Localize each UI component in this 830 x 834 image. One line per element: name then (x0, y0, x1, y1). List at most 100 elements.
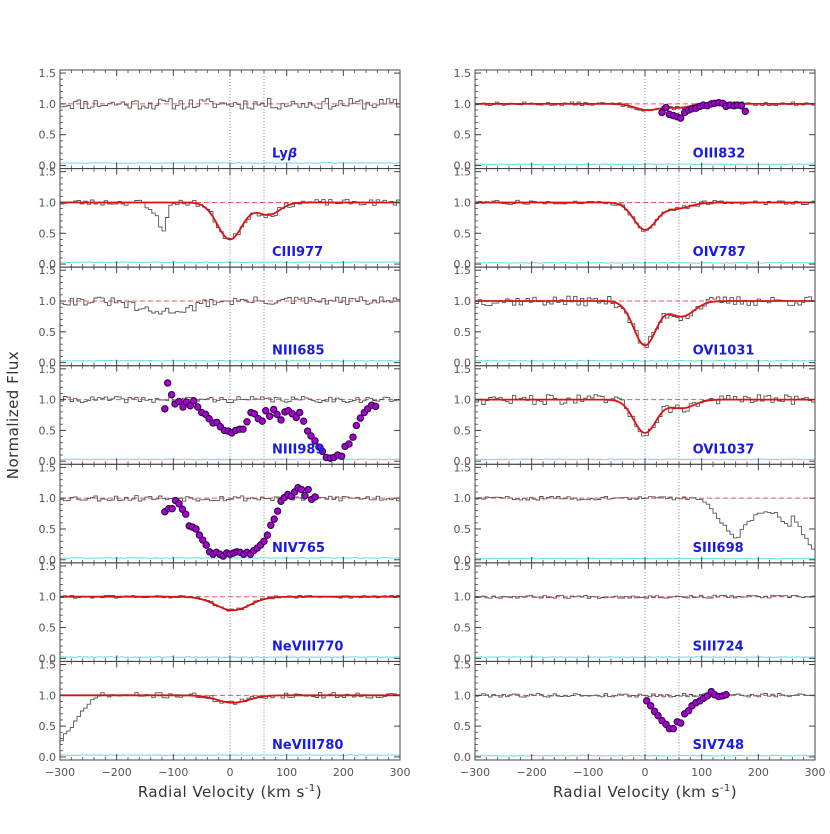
ion-label-siv748: SIV748 (693, 738, 744, 753)
panel-frame (59, 562, 401, 662)
fit-model-line (475, 103, 815, 111)
panel-plot-area (60, 70, 400, 169)
panel-lyb: 0.0 0.5 1.0 1.5 Lyβ (39, 67, 401, 172)
y-tick-label-0.5: 0.5 (454, 523, 472, 536)
ion-label-text: OIII832 (693, 147, 746, 162)
data-marker-40 (311, 437, 319, 445)
ion-label-neviii770: NeVIII770 (272, 639, 343, 654)
y-tick-label-1: 1.0 (39, 196, 57, 209)
y-tick-label-1.5: 1.5 (39, 560, 57, 573)
data-marker-10 (195, 531, 204, 539)
y-tick-label-1: 1.0 (39, 394, 57, 407)
panel-frame (474, 266, 816, 367)
panel-plot-area (475, 365, 815, 465)
flux-spectrum (60, 396, 400, 404)
data-marker-4 (175, 500, 183, 508)
ion-label-neviii780: NeVIII780 (272, 738, 343, 753)
y-tick-label-1.5: 1.5 (454, 560, 472, 573)
y-tick-label-0.5: 0.5 (39, 523, 57, 536)
ion-label-oiv787: OIV787 (693, 245, 746, 260)
y-tick-label-0.5: 0.5 (39, 227, 57, 240)
data-marker-28 (265, 412, 274, 420)
data-marker-9 (194, 403, 202, 411)
data-marker-37 (299, 417, 308, 425)
y-tick-label-0: 0.0 (454, 751, 472, 764)
data-marker-35 (292, 413, 300, 422)
y-tick-label-1.5: 1.5 (454, 166, 472, 179)
y-tick-label-1.5: 1.5 (39, 67, 57, 80)
fit-model-line (60, 201, 400, 241)
panel-frame (59, 463, 401, 564)
y-tick-label-1: 1.0 (39, 689, 57, 702)
data-marker-36 (296, 408, 304, 417)
y-tick-label-0.5: 0.5 (454, 424, 472, 437)
panel-frame (474, 69, 816, 170)
panels-layer: 0.0 0.5 1.0 1.5 Lyβ 0.0 0.5 1.0 1.5 CIII977 0.0 0.5… (39, 67, 826, 779)
panel-plot-area (60, 365, 400, 465)
flux-spectrum (475, 693, 815, 698)
ion-label-text: SIII698 (693, 541, 744, 556)
data-marker-1 (662, 103, 670, 112)
data-marker-0 (161, 405, 169, 413)
panel-niv765: 0.0 0.5 1.0 1.5 NIV765 (39, 461, 401, 567)
y-tick-label-0: 0.0 (39, 554, 57, 567)
ion-label-text: Ly (272, 147, 288, 162)
data-marker-6 (182, 510, 190, 518)
panel-niii685: 0.0 0.5 1.0 1.5 NIII685 (39, 264, 401, 370)
y-tick-label-1.5: 1.5 (39, 166, 57, 179)
y-tick-label-0: 0.0 (454, 455, 472, 468)
data-marker-40 (297, 485, 306, 494)
y-tick-label-0.5: 0.5 (39, 129, 57, 142)
panel-ovi1031: 0.0 0.5 1.0 1.5 OVI1031 (454, 264, 816, 370)
panel-plot-area (475, 70, 815, 169)
panel-frame (474, 660, 816, 761)
y-tick-label-0.5: 0.5 (454, 129, 472, 142)
flux-spectrum (475, 295, 815, 348)
y-tick-label-1: 1.0 (454, 492, 472, 505)
ion-label-text: NIII989 (272, 442, 325, 457)
panel-plot-area (475, 168, 815, 268)
x-tick-label--200: −200 (102, 766, 132, 779)
y-tick-label-0.5: 0.5 (39, 720, 57, 733)
ion-label-ovi1037: OVI1037 (693, 442, 755, 457)
y-tick-label-1: 1.0 (39, 591, 57, 604)
x-tick-label--100: −100 (573, 766, 603, 779)
y-tick-label-1: 1.0 (39, 295, 57, 308)
y-tick-label-0.5: 0.5 (454, 326, 472, 339)
y-tick-label-0: 0.0 (454, 357, 472, 370)
data-marker-42 (318, 447, 327, 456)
panel-frame (59, 660, 401, 761)
panel-plot-area (475, 267, 815, 366)
panel-siv748: 0.0 0.5 1.0 1.5 −300 −200 −100 0 100 200 300 SIV748 (454, 659, 826, 779)
panel-neviii770: 0.0 0.5 1.0 1.5 NeVIII770 (39, 560, 401, 665)
flux-spectrum (60, 494, 400, 502)
x-tick-label-200: 200 (748, 766, 769, 779)
data-marker-7 (669, 724, 678, 733)
data-marker-30 (263, 531, 272, 539)
data-marker-49 (345, 440, 353, 448)
y-tick-label-1: 1.0 (454, 98, 472, 111)
ion-label-niv765: NIV765 (272, 541, 325, 556)
data-marker-50 (349, 433, 357, 441)
fit-model-line (475, 300, 815, 347)
y-tick-label-1: 1.0 (39, 492, 57, 505)
y-tick-label-0.5: 0.5 (454, 622, 472, 635)
data-marker-31 (267, 521, 275, 529)
data-marker-29 (269, 405, 278, 414)
panel-frame (59, 365, 401, 465)
panel-frame (474, 562, 816, 662)
x-tick-label--300: −300 (460, 766, 490, 779)
x-axis-label-right: Radial Velocity (km s-1) (553, 783, 737, 801)
panel-plot-area (60, 267, 400, 366)
y-tick-label-1.5: 1.5 (454, 659, 472, 672)
x-tick-label-100: 100 (691, 766, 712, 779)
ion-label-text: NeVIII780 (272, 738, 343, 753)
data-marker-0 (658, 108, 666, 117)
panel-frame (59, 266, 401, 367)
data-marker-7 (186, 402, 195, 410)
data-marker-2 (167, 390, 176, 399)
y-tick-label-1.5: 1.5 (454, 67, 472, 80)
data-marker-41 (301, 492, 309, 500)
ion-label-oiii832: OIII832 (693, 147, 746, 162)
